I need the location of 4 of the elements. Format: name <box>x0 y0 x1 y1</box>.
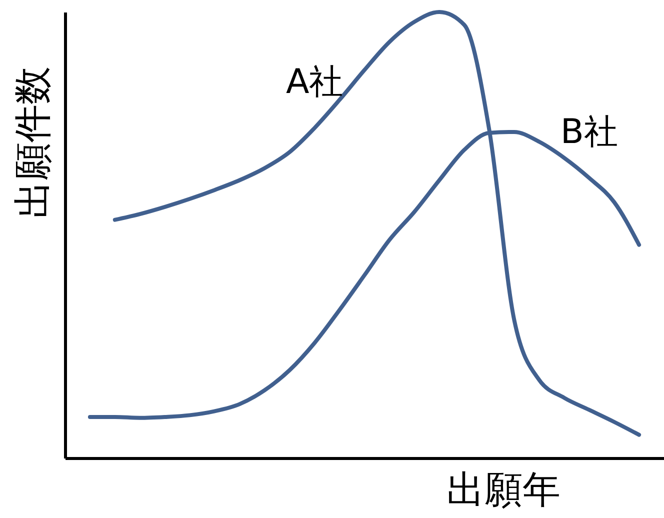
x-axis-title: 出願年 <box>446 468 560 512</box>
y-axis-title: 出願件数 <box>10 66 54 218</box>
series-label: A社 <box>286 62 344 102</box>
series-label: B社 <box>560 112 618 152</box>
